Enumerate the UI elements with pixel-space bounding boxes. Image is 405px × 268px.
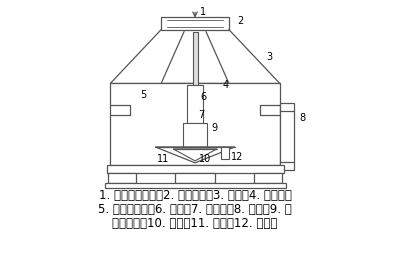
Text: 2: 2 (237, 16, 243, 25)
Bar (175, 173, 215, 183)
Polygon shape (173, 149, 217, 161)
Bar (183, 123, 207, 147)
Text: 10: 10 (199, 154, 211, 164)
Text: 12: 12 (231, 152, 243, 162)
Text: 8: 8 (299, 113, 306, 123)
Bar (161, 17, 229, 29)
Text: 4: 4 (223, 80, 229, 90)
Text: 7: 7 (198, 110, 204, 120)
Text: 5: 5 (140, 90, 147, 100)
Bar (279, 103, 294, 170)
Bar (107, 165, 284, 173)
Bar (111, 83, 279, 165)
Bar (221, 147, 229, 159)
Text: 1. 中空轴加药斗；2. 大皮带轮；3. 机架；4. 进气孔；: 1. 中空轴加药斗；2. 大皮带轮；3. 机架；4. 进气孔； (98, 189, 292, 202)
Bar (187, 85, 203, 123)
Bar (254, 173, 281, 183)
Text: 5. 定子加药斗；6. 套筒；7. 中空轴；8. 槽体；9. 入: 5. 定子加药斗；6. 套筒；7. 中空轴；8. 槽体；9. 入 (98, 203, 292, 216)
Text: 6: 6 (200, 92, 206, 102)
Text: 3: 3 (266, 53, 273, 62)
Polygon shape (155, 147, 235, 163)
Bar (104, 183, 286, 188)
Bar (192, 32, 198, 154)
Bar (109, 173, 136, 183)
Text: 9: 9 (211, 123, 217, 133)
Text: 料循环筒；10. 叶轮；11. 定子；12. 稳流板: 料循环筒；10. 叶轮；11. 定子；12. 稳流板 (112, 217, 278, 230)
Text: 11: 11 (157, 154, 169, 164)
Text: 1: 1 (200, 7, 206, 17)
